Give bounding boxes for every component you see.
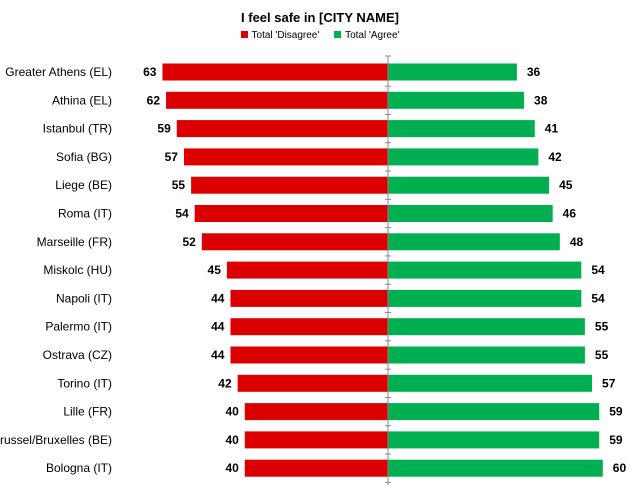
bar-disagree-athina-el bbox=[166, 91, 388, 109]
category-label-miskolc-hu: Miskolc (HU) bbox=[43, 263, 112, 277]
value-label-agree-istanbul-tr: 41 bbox=[545, 122, 559, 136]
legend: Total 'Disagree' Total 'Agree' bbox=[0, 30, 640, 41]
value-label-disagree-ostrava-cz: 44 bbox=[211, 348, 225, 362]
bar-disagree-bologna-it bbox=[244, 459, 388, 477]
category-label-roma-it: Roma (IT) bbox=[58, 207, 112, 221]
category-label-lille-fr: Lille (FR) bbox=[63, 405, 112, 419]
bar-agree-bologna-it bbox=[388, 459, 603, 477]
bar-agree-lille-fr bbox=[388, 403, 600, 421]
bar-agree-roma-it bbox=[388, 205, 553, 222]
category-label-liege-be: Liege (BE) bbox=[55, 178, 112, 192]
bar-disagree-miskolc-hu bbox=[226, 261, 388, 279]
value-label-disagree-greater-athens-el: 63 bbox=[143, 65, 157, 79]
bar-agree-miskolc-hu bbox=[388, 261, 582, 279]
category-label-istanbul-tr: Istanbul (TR) bbox=[43, 122, 112, 136]
legend-item-disagree: Total 'Disagree' bbox=[240, 30, 320, 41]
category-label-ostrava-cz: Ostrava (CZ) bbox=[43, 348, 112, 362]
value-label-disagree-istanbul-tr: 59 bbox=[157, 122, 171, 136]
category-label-bologna-it: Bologna (IT) bbox=[46, 461, 112, 475]
bar-agree-palermo-it bbox=[388, 318, 585, 336]
category-label-marseille-fr: Marseille (FR) bbox=[37, 235, 112, 249]
bar-agree-torino-it bbox=[388, 374, 593, 392]
bar-disagree-liege-be bbox=[191, 176, 388, 194]
bar-disagree-lille-fr bbox=[244, 403, 388, 421]
bar-disagree-roma-it bbox=[194, 205, 388, 222]
chart-title: I feel safe in [CITY NAME] bbox=[241, 10, 399, 25]
value-label-agree-torino-it: 57 bbox=[602, 376, 616, 390]
legend-item-agree: Total 'Agree' bbox=[334, 30, 399, 41]
value-label-disagree-liege-be: 55 bbox=[172, 178, 186, 192]
value-label-disagree-napoli-it: 44 bbox=[211, 291, 225, 305]
bar-agree-brussel-bruxelles-be bbox=[388, 431, 600, 449]
value-label-agree-miskolc-hu: 54 bbox=[591, 263, 605, 277]
bar-agree-ostrava-cz bbox=[388, 346, 585, 364]
bar-agree-napoli-it bbox=[388, 289, 582, 307]
legend-swatch-disagree bbox=[240, 31, 248, 38]
bar-disagree-brussel-bruxelles-be bbox=[244, 431, 388, 449]
category-label-palermo-it: Palermo (IT) bbox=[45, 320, 112, 334]
value-label-agree-bologna-it: 60 bbox=[613, 461, 627, 475]
bar-agree-athina-el bbox=[388, 91, 525, 109]
value-label-disagree-palermo-it: 44 bbox=[211, 320, 225, 334]
bar-agree-marseille-fr bbox=[388, 233, 560, 251]
bar-disagree-marseille-fr bbox=[201, 233, 388, 251]
legend-label-disagree: Total 'Disagree' bbox=[251, 30, 320, 41]
bar-disagree-istanbul-tr bbox=[176, 120, 388, 138]
value-label-disagree-miskolc-hu: 45 bbox=[208, 263, 222, 277]
value-label-agree-athina-el: 38 bbox=[534, 93, 548, 107]
value-label-agree-palermo-it: 55 bbox=[595, 320, 609, 334]
value-label-agree-roma-it: 46 bbox=[563, 207, 577, 221]
value-label-agree-brussel-bruxelles-be: 59 bbox=[609, 433, 623, 447]
bar-agree-sofia-bg bbox=[388, 148, 539, 166]
value-label-agree-marseille-fr: 48 bbox=[570, 235, 584, 249]
bar-agree-greater-athens-el bbox=[388, 63, 517, 81]
category-label-napoli-it: Napoli (IT) bbox=[56, 291, 112, 305]
legend-label-agree: Total 'Agree' bbox=[345, 30, 400, 41]
value-label-agree-greater-athens-el: 36 bbox=[527, 65, 541, 79]
category-label-athina-el: Athina (EL) bbox=[52, 93, 112, 107]
value-label-disagree-torino-it: 42 bbox=[218, 376, 232, 390]
value-label-disagree-sofia-bg: 57 bbox=[165, 150, 179, 164]
value-label-agree-ostrava-cz: 55 bbox=[595, 348, 609, 362]
category-label-greater-athens-el: Greater Athens (EL) bbox=[5, 65, 112, 79]
bar-disagree-torino-it bbox=[237, 374, 388, 392]
value-label-disagree-athina-el: 62 bbox=[147, 93, 161, 107]
value-label-agree-napoli-it: 54 bbox=[591, 291, 605, 305]
bar-disagree-palermo-it bbox=[230, 318, 388, 336]
category-label-brussel-bruxelles-be: Brussel/Bruxelles (BE) bbox=[0, 433, 112, 447]
value-label-agree-lille-fr: 59 bbox=[609, 405, 623, 419]
value-label-disagree-bologna-it: 40 bbox=[225, 461, 239, 475]
value-label-agree-liege-be: 45 bbox=[559, 178, 573, 192]
category-label-torino-it: Torino (IT) bbox=[57, 376, 112, 390]
value-label-disagree-roma-it: 54 bbox=[175, 207, 189, 221]
bar-disagree-sofia-bg bbox=[183, 148, 388, 166]
legend-swatch-agree bbox=[334, 31, 342, 38]
value-label-agree-sofia-bg: 42 bbox=[548, 150, 562, 164]
value-label-disagree-lille-fr: 40 bbox=[225, 405, 239, 419]
value-label-disagree-brussel-bruxelles-be: 40 bbox=[225, 433, 239, 447]
category-label-sofia-bg: Sofia (BG) bbox=[56, 150, 112, 164]
value-label-disagree-marseille-fr: 52 bbox=[182, 235, 196, 249]
bar-agree-istanbul-tr bbox=[388, 120, 535, 138]
bar-disagree-napoli-it bbox=[230, 289, 388, 307]
bar-disagree-ostrava-cz bbox=[230, 346, 388, 364]
bar-disagree-greater-athens-el bbox=[162, 63, 388, 81]
bar-agree-liege-be bbox=[388, 176, 550, 194]
